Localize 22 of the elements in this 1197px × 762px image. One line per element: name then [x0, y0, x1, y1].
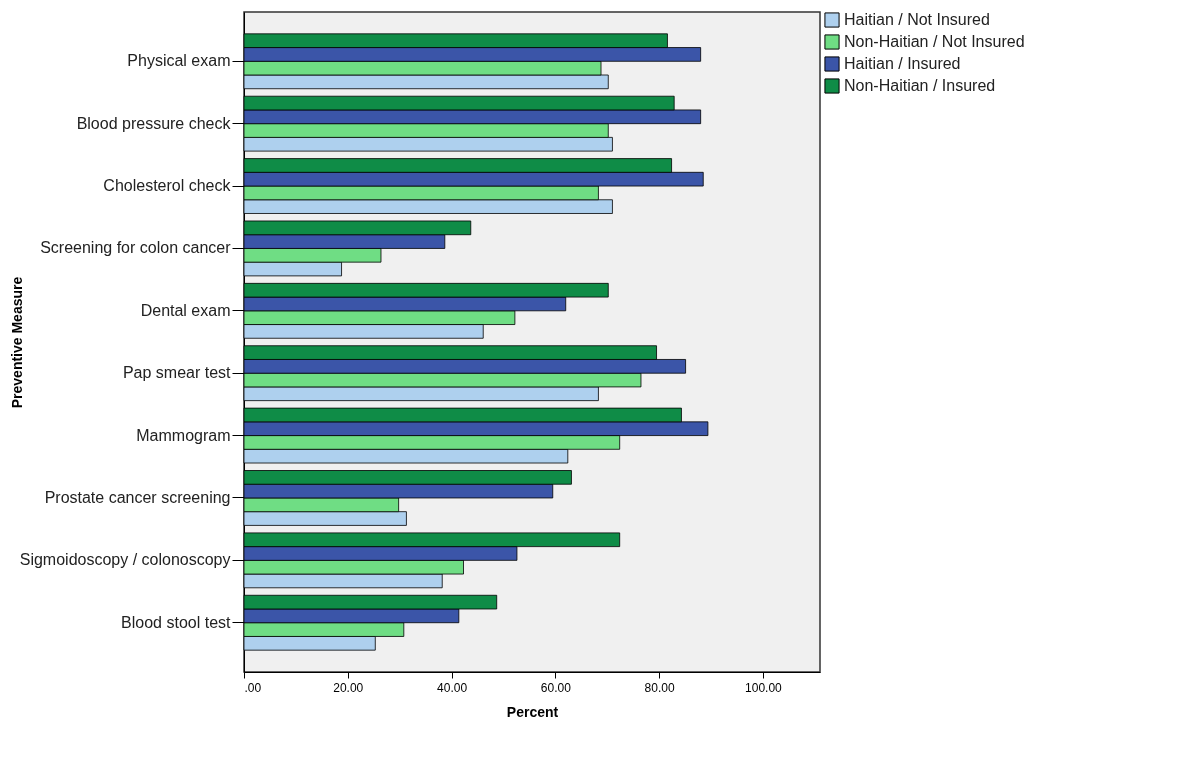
x-tick-label: 100.00	[745, 680, 783, 695]
y-tick-label: Screening for colon cancer	[40, 239, 232, 257]
legend-label: Non-Haitian / Insured	[844, 77, 996, 94]
x-tick-label: .00	[244, 680, 262, 695]
y-tick-label: Cholesterol check	[103, 177, 232, 195]
x-axis-title: Percent	[506, 703, 559, 720]
x-tick-label: 60.00	[540, 680, 572, 695]
y-tick-label: Sigmoidoscopy / colonoscopy	[19, 551, 231, 569]
y-tick-label: Pap smear test	[122, 364, 232, 382]
legend-label: Haitian / Insured	[844, 55, 961, 72]
legend-label: Haitian / Not Insured	[844, 11, 990, 28]
y-tick-label: Blood pressure check	[76, 114, 232, 132]
y-axis-title: Preventive Measure	[8, 276, 25, 409]
x-tick-label: 80.00	[644, 680, 675, 695]
x-tick-label: 20.00	[333, 680, 364, 695]
y-tick-label: Dental exam	[140, 301, 231, 319]
y-tick-label: Mammogram	[136, 426, 231, 444]
y-tick-label: Blood stool test	[121, 613, 232, 631]
legend-label: Non-Haitian / Not Insured	[844, 33, 1025, 50]
y-tick-label: Physical exam	[127, 52, 231, 70]
x-tick-label: 40.00	[437, 680, 468, 695]
y-tick-label: Prostate cancer screening	[44, 488, 231, 506]
